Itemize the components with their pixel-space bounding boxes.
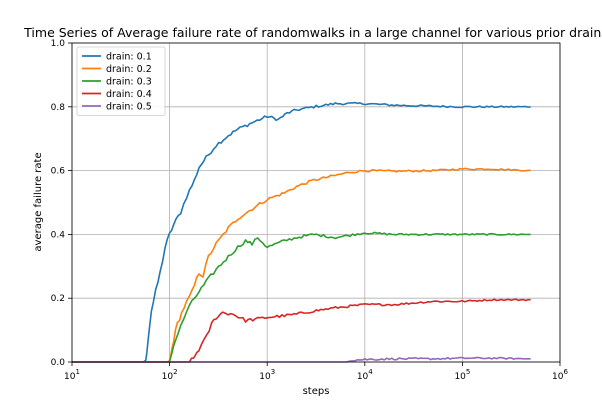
chart-title: Time Series of Average failure rate of r… [23, 25, 602, 40]
series-line-4 [72, 298, 531, 363]
x-tick-exponent: 3 [271, 368, 275, 376]
x-tick-label: 105 [454, 368, 470, 382]
legend-label: drain: 0.2 [106, 64, 152, 75]
legend-box [76, 46, 166, 116]
x-tick-exponent: 6 [563, 368, 568, 376]
series-lines [72, 101, 531, 363]
series-line-1 [72, 101, 531, 363]
y-axis-label: average failure rate [33, 152, 44, 251]
y-tick-label: 0.4 [51, 230, 66, 240]
x-tick-exponent: 2 [173, 368, 177, 376]
x-axis-label: steps [303, 386, 330, 397]
x-tick-label: 104 [357, 368, 373, 382]
legend-label: drain: 0.1 [106, 51, 152, 62]
x-tick-label: 102 [162, 368, 178, 382]
legend-label: drain: 0.4 [106, 89, 152, 100]
series-line-5 [72, 356, 531, 363]
plot-frame [71, 42, 561, 363]
y-axis-ticks: 0.0 0.2 0.4 0.6 0.8 1.0 [51, 39, 72, 368]
x-tick-exponent: 1 [75, 368, 79, 376]
y-tick-label: 0.8 [51, 103, 66, 113]
x-tick-exponent: 5 [466, 368, 470, 376]
y-tick-label: 0.2 [51, 294, 65, 304]
y-tick-label: 1.0 [51, 39, 66, 49]
x-tick-exponent: 4 [368, 368, 373, 376]
y-tick-label: 0.0 [51, 358, 66, 368]
legend-label: drain: 0.3 [106, 76, 152, 87]
series-line-2 [72, 167, 531, 363]
legend-label: drain: 0.5 [106, 101, 152, 112]
x-axis-ticks: 101 102 103 104 105 106 [64, 362, 568, 382]
x-tick-label: 101 [64, 368, 80, 382]
x-tick-label: 106 [552, 368, 568, 382]
series-line-3 [72, 231, 531, 363]
x-tick-label: 103 [259, 368, 275, 382]
y-tick-label: 0.6 [51, 167, 66, 177]
